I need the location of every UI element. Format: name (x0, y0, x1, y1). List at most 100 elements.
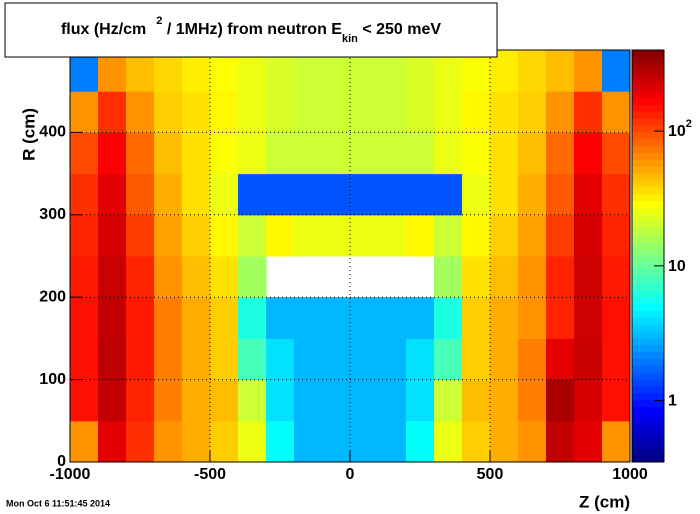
heatmap-cell (546, 256, 575, 298)
heatmap-cell (294, 132, 323, 175)
colorbar-step (632, 304, 664, 312)
title-box (4, 2, 498, 58)
x-tick-label: 500 (477, 466, 504, 483)
colorbar-step (632, 379, 664, 387)
heatmap-cell (602, 420, 631, 463)
heatmap-cell (378, 173, 407, 216)
colorbar-step (632, 317, 664, 326)
heatmap-cell (546, 214, 575, 257)
colorbar-step (632, 221, 664, 230)
heatmap-cell (378, 214, 407, 257)
colorbar-step (632, 297, 664, 305)
colorbar-step (632, 434, 664, 442)
colorbar-step (632, 214, 664, 223)
heatmap-cell (126, 256, 155, 298)
heatmap-cell (70, 379, 99, 422)
colorbar-step (632, 166, 664, 175)
heatmap-cell (546, 173, 575, 216)
heatmap-cell (490, 214, 519, 257)
heatmap-cell (406, 132, 435, 175)
heatmap-cell (490, 379, 519, 422)
heatmap-cell (70, 214, 99, 257)
heatmap-cell (546, 420, 575, 463)
heatmap-cell (490, 173, 519, 216)
heatmap-cell (462, 173, 491, 216)
colorbar-step (632, 359, 664, 367)
title-part: < 250 meV (358, 21, 442, 38)
heatmap-cell (322, 173, 351, 216)
colorbar-step (632, 235, 664, 243)
heatmap-cell (602, 91, 631, 133)
heatmap-cell (462, 338, 491, 381)
colorbar-step (632, 249, 664, 257)
heatmap-cell (574, 50, 603, 92)
heatmap-cell (182, 379, 211, 422)
z-tick-label: 10 (668, 258, 686, 275)
colorbar-step (632, 324, 664, 333)
heatmap-cell (602, 214, 631, 257)
colorbar-step (632, 331, 664, 339)
heatmap-cell (434, 132, 463, 175)
heatmap-cell (70, 338, 99, 381)
heatmap-cell (294, 420, 323, 463)
heatmap-cell (518, 50, 547, 92)
z-tick-text: 10 (668, 123, 686, 140)
colorbar-step (632, 91, 664, 99)
heatmap-cell (210, 91, 239, 133)
heatmap-cell (350, 338, 379, 381)
heatmap-cell (462, 297, 491, 339)
title-part: kin (342, 33, 358, 45)
colorbar-step (632, 139, 664, 147)
heatmap-cell (574, 173, 603, 216)
heatmap-cell (574, 256, 603, 298)
heatmap-cell (350, 420, 379, 463)
heatmap-cell (602, 297, 631, 339)
x-tick-label: 1000 (612, 466, 648, 483)
colorbar-step (632, 104, 664, 113)
colorbar-step (632, 420, 664, 429)
colorbar-step (632, 194, 664, 202)
colorbar-step (632, 352, 664, 360)
colorbar-step (632, 400, 664, 408)
heatmap-cell (154, 132, 183, 175)
z-tick-sup: 2 (686, 118, 692, 130)
heatmap-cell (546, 132, 575, 175)
heatmap-cell (154, 379, 183, 422)
colorbar-step (632, 201, 664, 209)
heatmap-cell (238, 379, 267, 422)
colorbar-step (632, 338, 664, 346)
colorbar-step (632, 269, 664, 278)
colorbar-step (632, 125, 664, 133)
heatmap-cell (70, 91, 99, 133)
heatmap-cell (154, 420, 183, 463)
colorbar-step (632, 441, 664, 449)
heatmap-cell (518, 420, 547, 463)
heatmap-cell (406, 91, 435, 133)
heatmap-cell (434, 338, 463, 381)
heatmap-cell (350, 132, 379, 175)
y-tick-label: 400 (39, 124, 66, 141)
heatmap-cell (238, 214, 267, 257)
colorbar-step (632, 310, 664, 319)
heatmap-cell (266, 338, 295, 381)
colorbar-step (632, 173, 664, 181)
colorbar-step (632, 228, 664, 236)
colorbar-step (632, 118, 664, 127)
heatmap-cell (602, 338, 631, 381)
colorbar (631, 49, 665, 463)
heatmap-cell (182, 420, 211, 463)
heatmap-cell (182, 297, 211, 339)
heatmap-cell (378, 420, 407, 463)
heatmap-cell (350, 214, 379, 257)
heatmap-cell (490, 420, 519, 463)
colorbar-step (632, 262, 664, 271)
heatmap-cell (154, 256, 183, 298)
heatmap-cell (182, 173, 211, 216)
heatmap-cell (238, 173, 267, 216)
heatmap-cell (98, 132, 127, 175)
heatmap-cell (126, 420, 155, 463)
colorbar-step (632, 283, 664, 291)
colorbar-step (632, 413, 664, 422)
colorbar-step (632, 98, 664, 106)
